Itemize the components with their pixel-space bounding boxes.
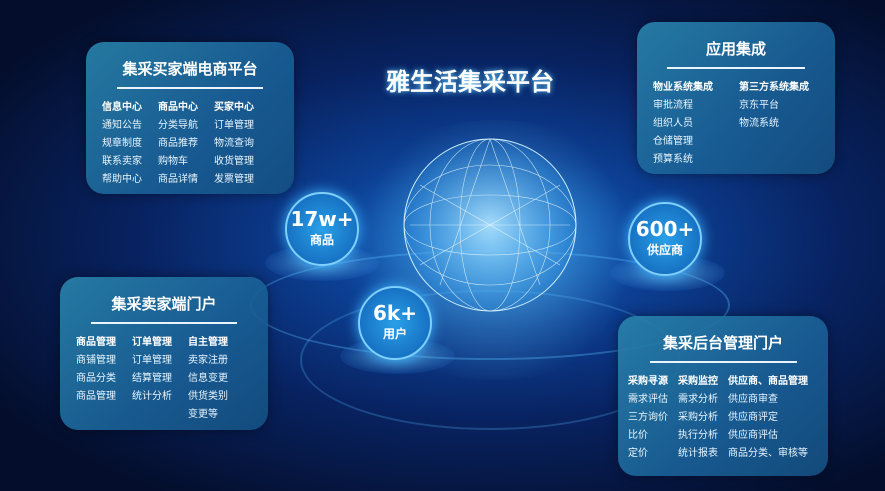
page-title: 雅生活集采平台 <box>386 68 554 96</box>
item[interactable]: 统计分析 <box>132 391 172 402</box>
panel-admin: 集采后台管理门户 采购寻源需求评估三方询价比价定价 采购监控需求分析采购分析执行… <box>618 316 828 476</box>
item[interactable]: 审批流程 <box>653 100 693 111</box>
item[interactable]: 执行分析 <box>678 430 718 441</box>
item[interactable]: 商品推荐 <box>158 138 198 149</box>
item[interactable]: 仓储管理 <box>653 136 693 147</box>
col-heading: 供应商、商品管理 <box>728 376 808 387</box>
item[interactable]: 京东平台 <box>739 100 779 111</box>
item[interactable]: 分类导航 <box>158 120 198 131</box>
item[interactable]: 商品管理 <box>76 391 116 402</box>
panel-buyer: 集采买家端电商平台 信息中心通知公告规章制度联系卖家帮助中心 商品中心分类导航商… <box>86 42 294 194</box>
col-heading: 订单管理 <box>132 337 172 348</box>
item[interactable]: 物流系统 <box>739 118 779 129</box>
item[interactable]: 供应商审查 <box>728 394 778 405</box>
item[interactable]: 商铺管理 <box>76 355 116 366</box>
stat-label: 供应商 <box>646 243 683 257</box>
item[interactable]: 卖家注册 <box>188 355 228 366</box>
col-heading: 自主管理 <box>188 337 228 348</box>
item[interactable]: 帮助中心 <box>102 174 142 185</box>
panel-title: 集采买家端电商平台 <box>122 60 258 78</box>
item[interactable]: 联系卖家 <box>102 156 142 167</box>
item[interactable]: 购物车 <box>158 156 188 167</box>
item[interactable]: 供应商评估 <box>728 430 778 441</box>
item[interactable]: 信息变更 <box>188 373 228 384</box>
item[interactable]: 供货类别 <box>188 391 228 402</box>
item[interactable]: 需求评估 <box>628 394 668 405</box>
panel-integration: 应用集成 物业系统集成 审批流程组织人员仓储管理预算系统 第三方系统集成 京东平台物… <box>637 22 835 174</box>
item[interactable]: 发票管理 <box>214 174 254 185</box>
col-heading: 采购寻源 <box>628 376 668 387</box>
item[interactable]: 定价 <box>628 448 648 459</box>
item[interactable]: 收货管理 <box>214 156 254 167</box>
item[interactable]: 规章制度 <box>102 138 142 149</box>
item[interactable]: 结算管理 <box>132 373 172 384</box>
item[interactable]: 订单管理 <box>132 355 172 366</box>
panel-title: 集采卖家端门户 <box>111 295 217 313</box>
stat-value: 17w+ <box>290 207 354 231</box>
item[interactable]: 商品分类、审核等 <box>728 448 808 459</box>
stat-products: 17w+ 商品 <box>285 192 359 266</box>
stat-suppliers: 600+ 供应商 <box>628 202 702 276</box>
col-heading: 信息中心 <box>102 102 142 113</box>
stat-value: 6k+ <box>373 301 417 325</box>
stat-users: 6k+ 用户 <box>358 286 432 360</box>
item[interactable]: 订单管理 <box>214 120 254 131</box>
stat-value: 600+ <box>635 217 695 241</box>
item[interactable]: 三方询价 <box>628 412 668 423</box>
col-heading: 商品中心 <box>158 102 198 113</box>
item[interactable]: 统计报表 <box>678 448 718 459</box>
item[interactable]: 预算系统 <box>653 154 693 165</box>
network-globe <box>403 138 577 312</box>
stat-label: 商品 <box>309 233 334 247</box>
panel-title: 集采后台管理门户 <box>662 334 783 352</box>
item[interactable]: 商品详情 <box>158 174 198 185</box>
stat-label: 用户 <box>382 327 407 341</box>
col-heading: 第三方系统集成 <box>739 82 809 93</box>
panel-title: 应用集成 <box>705 40 766 58</box>
col-heading: 买家中心 <box>214 102 254 113</box>
item[interactable]: 采购分析 <box>678 412 718 423</box>
item[interactable]: 需求分析 <box>678 394 718 405</box>
item[interactable]: 供应商评定 <box>728 412 778 423</box>
item[interactable]: 比价 <box>628 430 648 441</box>
item[interactable]: 组织人员 <box>653 118 693 129</box>
panel-seller: 集采卖家端门户 商品管理 商铺管理 商品分类 商品管理 订单管理 订单管理 结算管理 统计分… <box>60 277 268 430</box>
col-heading: 商品管理 <box>76 337 116 348</box>
col-heading: 物业系统集成 <box>653 82 713 93</box>
item[interactable]: 商品分类 <box>76 373 116 384</box>
item[interactable]: 物流查询 <box>214 138 254 149</box>
item[interactable]: 变更等 <box>188 409 218 420</box>
col-heading: 采购监控 <box>678 376 718 387</box>
item[interactable]: 通知公告 <box>102 120 142 131</box>
